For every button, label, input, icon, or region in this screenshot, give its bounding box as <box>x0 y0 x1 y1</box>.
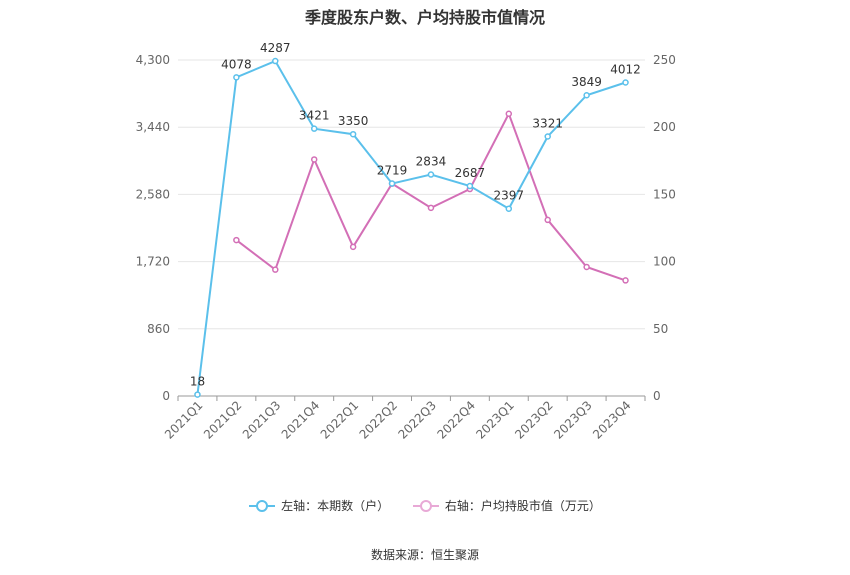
data-point-avg-holding-value <box>233 236 240 244</box>
left-axis-tick-label: 860 <box>147 322 170 336</box>
data-label: 3321 <box>532 116 563 130</box>
legend-swatch-left <box>249 499 276 512</box>
data-label: 4012 <box>610 63 641 77</box>
data-point-shareholder-count <box>544 133 551 140</box>
data-point-shareholder-count <box>505 205 513 212</box>
data-point-shareholder-count <box>272 57 279 65</box>
data-point-avg-holding-value <box>349 243 357 251</box>
chart-title: 季度股东户数、户均持股市值情况 <box>304 8 545 27</box>
data-point-shareholder-count <box>310 125 318 132</box>
x-axis-tick-label: 2021Q4 <box>279 398 323 442</box>
x-axis-tick-label: 2023Q4 <box>590 398 634 442</box>
legend-item-left[interactable]: 左轴：本期数（户） <box>249 497 389 514</box>
x-axis-tick-label: 2023Q3 <box>551 398 595 442</box>
right-axis-tick-label: 100 <box>653 255 676 269</box>
data-point-shareholder-count <box>583 91 590 99</box>
data-point-shareholder-count <box>194 391 201 398</box>
data-point-shareholder-count <box>622 79 629 86</box>
data-point-shareholder-count <box>388 180 396 187</box>
data-label: 2397 <box>494 189 525 203</box>
data-point-shareholder-count <box>233 74 240 81</box>
data-label: 2834 <box>416 155 447 169</box>
series-line-shareholder-count <box>196 59 626 395</box>
left-axis-ticks: 0 860 1,720 2,580 3,440 4,300 <box>136 53 170 403</box>
legend-item-right[interactable]: 右轴：户均持股市值（万元） <box>412 497 601 514</box>
right-axis-ticks: 0 50 100 150 200 250 <box>653 53 676 403</box>
data-label: 3421 <box>299 109 330 123</box>
data-point-shareholder-count <box>427 171 435 178</box>
data-point-shareholder-count <box>466 182 474 190</box>
x-axis-tick-label: 2021Q3 <box>240 398 284 442</box>
data-point-shareholder-count <box>349 130 357 138</box>
legend-swatch-right <box>412 499 439 512</box>
data-point-avg-holding-value <box>427 204 435 212</box>
data-point-avg-holding-value <box>310 156 318 163</box>
data-labels: 18 4078 4287 3421 3350 2719 2834 2687 2397 3321 38… <box>190 41 641 389</box>
left-axis-tick-label: 3,440 <box>136 120 170 134</box>
data-point-avg-holding-value <box>583 263 590 271</box>
right-axis-tick-label: 0 <box>653 389 661 403</box>
data-point-avg-holding-value <box>544 216 551 224</box>
data-point-avg-holding-value <box>272 266 279 273</box>
x-axis-tick-label: 2022Q4 <box>434 398 478 442</box>
left-axis-tick-label: 2,580 <box>136 187 170 201</box>
grid-lines <box>178 59 645 330</box>
series-line-avg-holding-value <box>235 111 626 282</box>
data-label: 4287 <box>260 41 291 55</box>
data-label: 4078 <box>221 57 252 71</box>
x-axis-tick-label: 2021Q1 <box>162 398 206 442</box>
series-avg-holding-value <box>233 110 629 284</box>
right-axis-tick-label: 200 <box>653 120 676 134</box>
data-point-avg-holding-value <box>622 277 629 284</box>
x-axis-tick-label: 2022Q3 <box>396 398 440 442</box>
right-axis-tick-label: 50 <box>653 322 668 336</box>
data-label: 3350 <box>338 114 369 128</box>
data-label: 3849 <box>571 75 602 89</box>
x-axis-tick-label: 2021Q2 <box>201 398 245 442</box>
data-point-avg-holding-value <box>505 110 513 118</box>
left-axis-tick-label: 1,720 <box>136 255 170 269</box>
right-axis-tick-label: 250 <box>653 53 676 67</box>
x-axis-ticks: 2021Q12021Q22021Q32021Q42022Q12022Q22022… <box>162 398 634 442</box>
series-shareholder-count <box>194 57 629 398</box>
legend-label-left: 左轴：本期数（户） <box>281 499 390 513</box>
x-axis-tick-label: 2023Q1 <box>473 398 517 442</box>
x-axis-tick-label: 2022Q2 <box>357 398 401 442</box>
x-axis-tick-label: 2023Q2 <box>512 398 556 442</box>
data-label: 18 <box>190 375 205 389</box>
data-label: 2687 <box>455 166 486 180</box>
right-axis-tick-label: 150 <box>653 187 676 201</box>
left-axis-tick-label: 4,300 <box>136 53 170 67</box>
legend-label-right: 右轴：户均持股市值（万元） <box>444 499 601 513</box>
data-source: 数据来源：恒生聚源 <box>370 548 479 562</box>
x-axis-tick-label: 2022Q1 <box>318 398 362 442</box>
data-label: 2719 <box>377 164 408 178</box>
axes <box>177 395 646 401</box>
left-axis-tick-label: 0 <box>162 389 170 403</box>
legend: 左轴：本期数（户） 右轴：户均持股市值（万元） <box>0 497 850 516</box>
